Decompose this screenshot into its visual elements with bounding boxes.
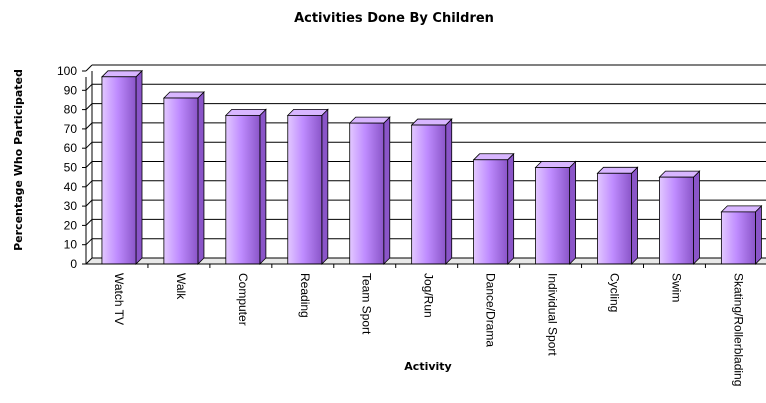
x-tick-labels: Watch TV Walk Computer Reading Team Sport Jog… — [112, 273, 745, 386]
bar-top — [348, 116, 391, 124]
bar-front — [225, 114, 261, 265]
bar-top — [534, 161, 577, 168]
bar-front — [411, 124, 447, 265]
y-tick-label: 80 — [64, 103, 78, 117]
bar-top — [720, 205, 763, 213]
x-tick-label: Skating/Rollerblading — [731, 273, 745, 386]
gridline-side — [85, 64, 93, 72]
bar — [224, 108, 267, 265]
bar-front — [720, 211, 756, 265]
gridline-side — [85, 103, 93, 110]
x-tick-label: Individual Sport — [546, 273, 560, 356]
bar — [162, 91, 205, 265]
bar — [410, 118, 453, 265]
bar-top — [286, 108, 329, 116]
bar-front — [287, 114, 323, 265]
x-tick-label: Swim — [669, 273, 683, 302]
bar-front — [473, 159, 509, 265]
x-tick-label: Computer — [236, 273, 250, 326]
bar-side — [135, 69, 143, 265]
bar-top — [658, 170, 701, 178]
bar-side — [259, 108, 267, 265]
y-tick-label: 10 — [64, 238, 78, 252]
bar-side — [383, 116, 391, 265]
bar-side — [755, 204, 762, 265]
axes — [82, 70, 766, 268]
x-tick-label: Dance/Drama — [484, 273, 498, 347]
bar-front — [349, 122, 385, 265]
gridline-side — [85, 141, 93, 149]
bar-side — [197, 91, 205, 265]
y-tick-label: 100 — [57, 64, 77, 78]
y-tick-labels: 0 10 20 30 40 50 60 70 80 90 100 — [57, 64, 77, 271]
bar-front — [101, 76, 137, 265]
y-tick-label: 50 — [64, 161, 78, 175]
bars — [100, 69, 763, 265]
bar-front — [597, 172, 632, 265]
bar — [286, 108, 329, 265]
gridline-side — [85, 238, 93, 246]
gridline-side — [85, 199, 93, 207]
x-axis-title: Activity — [404, 360, 451, 373]
bar-side — [321, 108, 329, 265]
bar-side — [445, 118, 453, 265]
bar-top — [162, 91, 205, 99]
gridline-side — [85, 83, 93, 91]
bar-front — [163, 97, 199, 265]
x-tick-label: Cycling — [608, 273, 622, 312]
bar-top — [596, 166, 639, 174]
bar-top — [472, 153, 515, 161]
y-tick-label: 0 — [70, 257, 77, 271]
y-tick-label: 40 — [64, 180, 78, 194]
bar-top — [100, 70, 143, 78]
y-tick-label: 30 — [64, 199, 78, 213]
y-tick-label: 20 — [64, 218, 78, 232]
y-axis-title: Percentage Who Participated — [12, 69, 25, 251]
gridline-side — [85, 219, 93, 226]
y-tick-label: 90 — [64, 83, 78, 97]
bar-top — [224, 108, 267, 116]
x-tick-label: Team Sport — [360, 273, 374, 335]
y-tick-label: 70 — [64, 122, 78, 136]
bar-side — [631, 166, 638, 265]
x-tick-label: Walk — [174, 273, 188, 300]
bar-front — [659, 176, 694, 265]
x-tick-label: Reading — [298, 273, 312, 318]
bar — [658, 170, 701, 265]
x-tick-label: Jog/Run — [422, 273, 436, 318]
bar — [348, 116, 391, 265]
x-tick-label: Watch TV — [112, 273, 126, 325]
y-tick-label: 60 — [64, 141, 78, 155]
bar — [720, 204, 763, 265]
bar-side — [507, 152, 515, 265]
bar — [534, 160, 577, 265]
gridline-side — [85, 180, 93, 188]
bar-side — [569, 160, 577, 265]
bar — [596, 166, 639, 265]
bar — [100, 69, 143, 265]
chart-title: Activities Done By Children — [294, 11, 494, 26]
bar-side — [693, 170, 700, 265]
gridline-side — [85, 161, 93, 168]
bar-front — [535, 167, 571, 265]
gridline-side — [85, 122, 93, 130]
bar-top — [410, 118, 453, 126]
bar — [472, 152, 515, 265]
